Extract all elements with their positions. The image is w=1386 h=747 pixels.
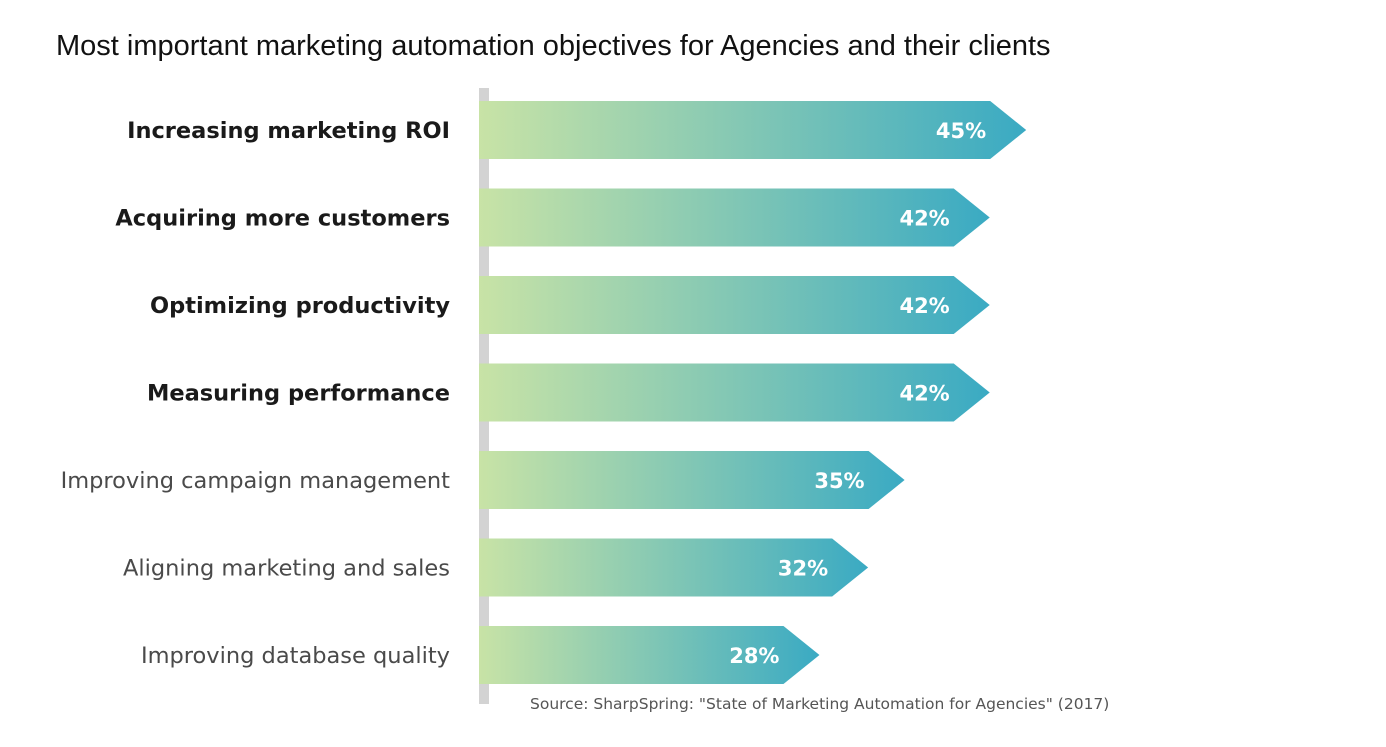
category-label: Improving database quality bbox=[141, 643, 450, 669]
value-label: 42% bbox=[899, 207, 949, 231]
source-note: Source: SharpSpring: "State of Marketing… bbox=[530, 695, 1109, 713]
bars: Increasing marketing ROI 45% Acquiring mor… bbox=[61, 101, 1027, 684]
bar bbox=[479, 188, 990, 247]
value-label: 42% bbox=[899, 294, 949, 318]
bar bbox=[479, 538, 869, 597]
bar bbox=[479, 276, 990, 334]
value-label: 45% bbox=[936, 119, 986, 143]
value-label: 32% bbox=[778, 557, 828, 581]
bar bbox=[479, 363, 990, 422]
value-label: 35% bbox=[814, 469, 864, 493]
chart-title: Most important marketing automation obje… bbox=[56, 30, 1051, 62]
category-label: Improving campaign management bbox=[61, 468, 451, 494]
category-label: Measuring performance bbox=[147, 381, 450, 407]
category-label: Optimizing productivity bbox=[150, 293, 450, 319]
category-label: Acquiring more customers bbox=[115, 206, 450, 232]
bar bbox=[479, 626, 820, 684]
category-label: Increasing marketing ROI bbox=[127, 118, 450, 144]
value-label: 28% bbox=[729, 644, 779, 668]
value-label: 42% bbox=[899, 382, 949, 406]
category-label: Aligning marketing and sales bbox=[123, 556, 450, 582]
bar bbox=[479, 451, 905, 509]
bar bbox=[479, 101, 1027, 159]
